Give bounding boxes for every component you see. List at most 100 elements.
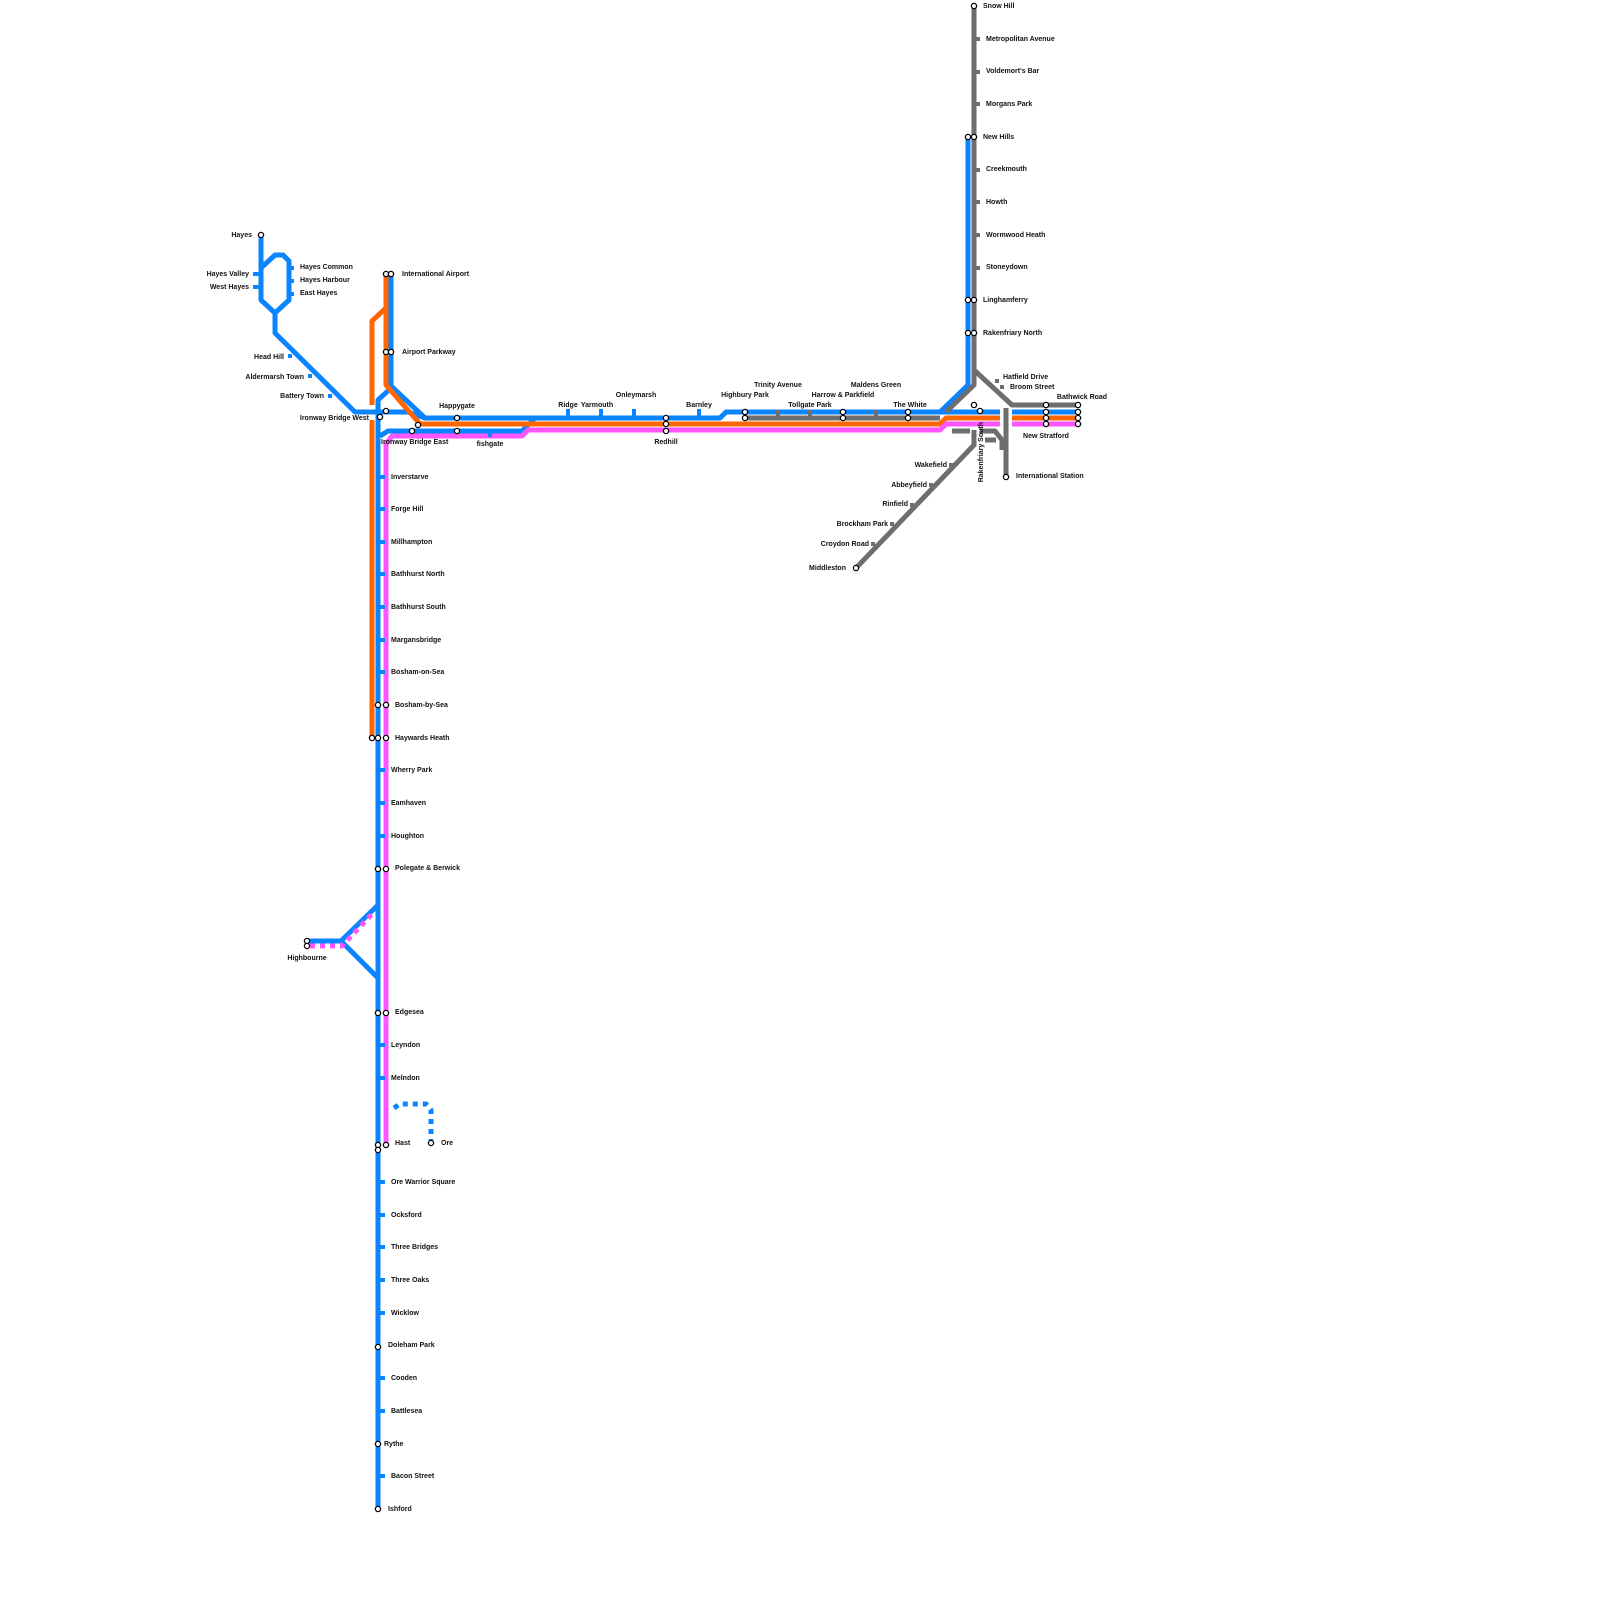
station-marker[interactable]	[964, 329, 972, 337]
station-marker[interactable]	[741, 414, 749, 422]
station-label[interactable]: West Hayes	[210, 284, 249, 291]
station-marker[interactable]	[453, 427, 461, 435]
station-marker[interactable]	[382, 407, 390, 415]
station-label[interactable]: Bathhurst North	[391, 571, 445, 578]
station-label[interactable]: Bathwick Road	[1057, 394, 1107, 401]
station-marker[interactable]	[970, 329, 978, 337]
station-marker[interactable]	[1042, 414, 1050, 422]
station-label[interactable]: Eamhaven	[391, 800, 426, 807]
station-marker[interactable]	[970, 296, 978, 304]
station-label[interactable]: Haywards Heath	[395, 735, 449, 742]
station-label[interactable]: Wormwood Heath	[986, 232, 1045, 239]
station-label[interactable]: Voldemort's Bar	[986, 68, 1040, 75]
station-marker[interactable]	[1042, 420, 1050, 428]
station-label[interactable]: Melndon	[391, 1075, 420, 1082]
station-marker[interactable]	[387, 270, 395, 278]
station-marker[interactable]	[387, 348, 395, 356]
station-label[interactable]: Morgans Park	[986, 101, 1032, 108]
station-label[interactable]: Ore	[441, 1140, 453, 1147]
station-marker[interactable]	[382, 865, 390, 873]
station-label[interactable]: Linghamferry	[983, 297, 1028, 304]
station-marker[interactable]	[382, 734, 390, 742]
station-label[interactable]: Redhill	[654, 439, 677, 446]
station-label[interactable]: Three Bridges	[391, 1244, 438, 1251]
station-marker[interactable]	[374, 1146, 382, 1154]
station-label[interactable]: Rinfield	[882, 501, 908, 508]
station-label[interactable]: Rakenfriary North	[983, 330, 1042, 337]
station-marker[interactable]	[427, 1139, 435, 1147]
station-label[interactable]: Hayes Valley	[207, 271, 250, 278]
station-marker[interactable]	[1002, 473, 1010, 481]
station-label[interactable]: fishgate	[477, 441, 504, 448]
station-label[interactable]: Rythe	[384, 1441, 404, 1448]
station-marker[interactable]	[662, 420, 670, 428]
station-label[interactable]: Happygate	[439, 403, 475, 410]
station-marker[interactable]	[1042, 401, 1050, 409]
station-label[interactable]: Edgesea	[395, 1009, 424, 1016]
station-marker[interactable]	[374, 865, 382, 873]
station-marker[interactable]	[374, 1440, 382, 1448]
station-label[interactable]: Onleymarsh	[616, 392, 656, 399]
station-label[interactable]: Rakenfriary South	[978, 422, 985, 482]
station-label[interactable]: Tollgate Park	[788, 402, 832, 409]
station-label[interactable]: Creekmouth	[986, 166, 1027, 173]
station-label[interactable]: Bosham-on-Sea	[391, 669, 444, 676]
station-marker[interactable]	[662, 427, 670, 435]
station-marker[interactable]	[1074, 401, 1082, 409]
station-label[interactable]: Ocksford	[391, 1212, 422, 1219]
station-label[interactable]: Battery Town	[280, 393, 324, 400]
station-marker[interactable]	[374, 1343, 382, 1351]
station-marker[interactable]	[382, 1009, 390, 1017]
station-marker[interactable]	[1074, 414, 1082, 422]
station-label[interactable]: New Hills	[983, 134, 1014, 141]
station-label[interactable]: East Hayes	[300, 290, 337, 297]
station-label[interactable]: Doleham Park	[388, 1342, 435, 1349]
station-marker[interactable]	[662, 414, 670, 422]
station-marker[interactable]	[1074, 408, 1082, 416]
station-marker[interactable]	[368, 734, 376, 742]
station-label[interactable]: Hayes	[231, 232, 252, 239]
station-label[interactable]: International Station	[1016, 473, 1084, 480]
station-label[interactable]: Harrow & Parkfield	[812, 392, 875, 399]
station-marker[interactable]	[408, 427, 416, 435]
station-label[interactable]: Ishford	[388, 1506, 412, 1513]
station-label[interactable]: Wherry Park	[391, 767, 432, 774]
station-label[interactable]: Croydon Road	[821, 541, 869, 548]
station-label[interactable]: Inverstarve	[391, 474, 428, 481]
station-marker[interactable]	[976, 407, 984, 415]
station-label[interactable]: Highbury Park	[721, 392, 769, 399]
station-label[interactable]: Ore Warrior Square	[391, 1179, 455, 1186]
station-label[interactable]: Stoneydown	[986, 264, 1028, 271]
station-label[interactable]: Leyndon	[391, 1042, 420, 1049]
station-marker[interactable]	[741, 408, 749, 416]
station-label[interactable]: Cooden	[391, 1375, 417, 1382]
station-marker[interactable]	[382, 701, 390, 709]
station-label[interactable]: Battlesea	[391, 1408, 422, 1415]
station-label[interactable]: Hayes Harbour	[300, 277, 350, 284]
station-label[interactable]: Margansbridge	[391, 637, 441, 644]
station-marker[interactable]	[382, 1141, 390, 1149]
station-marker[interactable]	[964, 296, 972, 304]
station-label[interactable]: Hayes Common	[300, 264, 353, 271]
station-label[interactable]: Bosham-by-Sea	[395, 702, 448, 709]
station-label[interactable]: Polegate & Berwick	[395, 865, 460, 872]
station-label[interactable]: Head Hill	[254, 354, 284, 361]
station-label[interactable]: Barnley	[686, 402, 712, 409]
station-marker[interactable]	[374, 1009, 382, 1017]
station-label[interactable]: The White	[893, 402, 927, 409]
station-marker[interactable]	[904, 414, 912, 422]
station-label[interactable]: Metropolitan Avenue	[986, 36, 1055, 43]
station-marker[interactable]	[839, 414, 847, 422]
station-label[interactable]: Ironway Bridge East	[381, 439, 449, 446]
station-label[interactable]: Ironway Bridge West	[300, 415, 370, 422]
station-marker[interactable]	[964, 133, 972, 141]
station-label[interactable]: Hatfield Drive	[1003, 374, 1048, 381]
station-marker[interactable]	[374, 701, 382, 709]
station-marker[interactable]	[374, 734, 382, 742]
station-label[interactable]: Bathhurst South	[391, 604, 446, 611]
station-marker[interactable]	[414, 421, 422, 429]
station-label[interactable]: Hast	[395, 1140, 411, 1147]
station-label[interactable]: Wicklow	[391, 1310, 419, 1317]
station-marker[interactable]	[904, 408, 912, 416]
station-label[interactable]: Bacon Street	[391, 1473, 435, 1480]
